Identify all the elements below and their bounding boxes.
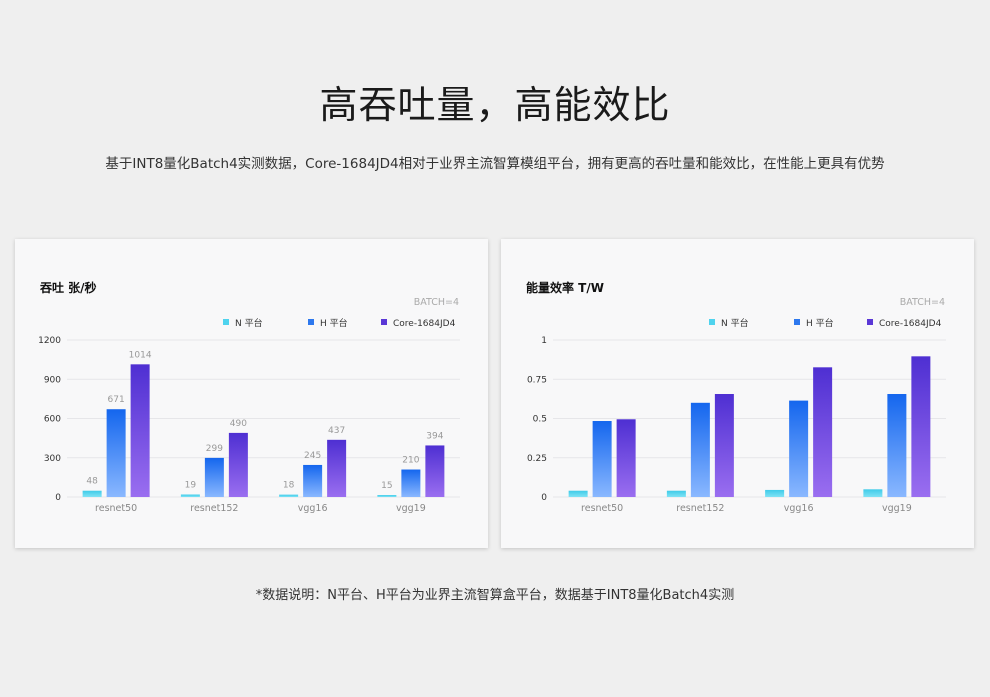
y-tick-label: 900 [44, 375, 61, 385]
bar [863, 489, 883, 497]
x-tick-label: vgg16 [784, 503, 814, 514]
legend-swatch [794, 319, 800, 325]
y-tick-label: 0.25 [527, 454, 547, 464]
data-label: 490 [230, 419, 247, 429]
y-tick-label: 600 [44, 415, 61, 425]
x-tick-label: vgg19 [882, 503, 912, 514]
data-label: 15 [381, 481, 392, 491]
throughput-chart: 吞吐 张/秒 BATCH=4 N 平台 H 平台 Core-1684JD4 0 300 600… [38, 280, 460, 514]
legend-label: H 平台 [806, 317, 834, 329]
batch-annotation: BATCH=4 [900, 297, 945, 308]
batch-annotation: BATCH=4 [414, 297, 459, 308]
data-label: 245 [304, 451, 321, 461]
efficiency-chart: 能量效率 T/W BATCH=4 N 平台 H 平台 Core-1684JD4 0 0.25… [526, 280, 946, 514]
bar [82, 490, 102, 497]
bar [616, 419, 636, 497]
bar [303, 464, 323, 497]
bar [327, 439, 347, 497]
x-tick-label: resnet50 [581, 503, 623, 514]
bar [180, 494, 200, 497]
data-label: 394 [426, 431, 443, 441]
data-label: 19 [185, 481, 197, 491]
y-tick-label: 0.75 [527, 375, 547, 385]
data-label: 671 [108, 395, 125, 405]
legend-swatch [709, 319, 715, 325]
page-subtitle: 基于INT8量化Batch4实测数据，Core-1684JD4相对于业界主流智算… [105, 156, 885, 172]
bar [377, 495, 397, 497]
legend-swatch [308, 319, 314, 325]
bar [714, 394, 734, 497]
bar [204, 457, 224, 497]
x-tick-label: vgg16 [298, 503, 328, 514]
bar [789, 400, 809, 497]
y-tick-label: 1200 [38, 336, 61, 346]
legend-label: Core-1684JD4 [879, 319, 942, 329]
data-label: 48 [86, 477, 98, 487]
bar [813, 367, 833, 497]
bar [911, 356, 931, 497]
footnote: *数据说明：N平台、H平台为业界主流智算盒平台，数据基于INT8量化Batch4… [255, 588, 735, 603]
data-label: 299 [206, 444, 223, 454]
data-label: 18 [283, 481, 295, 491]
page-title: 高吞吐量，高能效比 [319, 83, 671, 127]
legend-label: N 平台 [721, 317, 749, 329]
legend-label: N 平台 [235, 317, 263, 329]
bar [228, 432, 248, 497]
x-tick-label: resnet152 [190, 503, 238, 514]
bar [106, 409, 126, 497]
bar [425, 445, 445, 497]
y-tick-label: 0 [541, 493, 547, 503]
bar [887, 394, 907, 497]
bar [666, 490, 686, 497]
legend-swatch [381, 319, 387, 325]
throughput-chart-card: 吞吐 张/秒 BATCH=4 N 平台 H 平台 Core-1684JD4 0 300 600… [15, 239, 488, 548]
chart-title: 吞吐 张/秒 [40, 280, 97, 295]
y-tick-label: 1 [541, 336, 547, 346]
x-tick-label: resnet152 [676, 503, 724, 514]
bar [130, 364, 150, 497]
chart-title: 能量效率 T/W [526, 280, 604, 295]
data-label: 1014 [129, 350, 152, 360]
bar [765, 489, 785, 497]
x-tick-label: resnet50 [95, 503, 137, 514]
legend-swatch [867, 319, 873, 325]
bar [279, 494, 299, 497]
legend-label: H 平台 [320, 317, 348, 329]
x-tick-label: vgg19 [396, 503, 426, 514]
data-label: 210 [402, 456, 419, 466]
y-tick-label: 0.5 [533, 415, 547, 425]
efficiency-chart-card: 能量效率 T/W BATCH=4 N 平台 H 平台 Core-1684JD4 0 0.25… [501, 239, 974, 548]
bar [592, 421, 612, 497]
bar [690, 402, 710, 497]
bar [568, 490, 588, 497]
bar [401, 469, 421, 497]
y-tick-label: 0 [55, 493, 61, 503]
legend-swatch [223, 319, 229, 325]
y-tick-label: 300 [44, 454, 61, 464]
data-label: 437 [328, 426, 345, 436]
legend-label: Core-1684JD4 [393, 319, 456, 329]
